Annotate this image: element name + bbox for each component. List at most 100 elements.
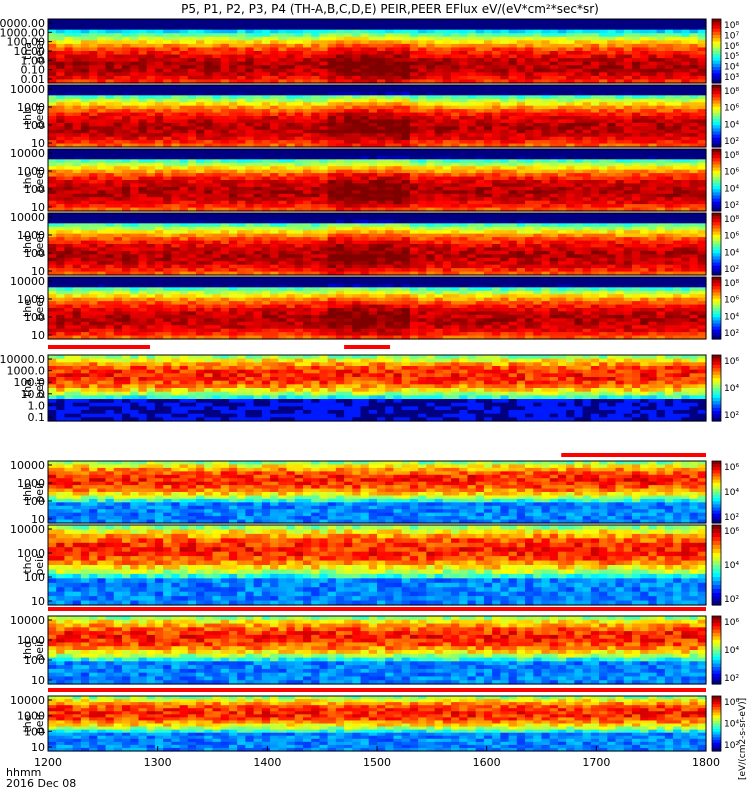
heatmap-cell: [187, 54, 197, 59]
heatmap-cell: [113, 244, 123, 249]
heatmap-cell: [648, 129, 658, 134]
heatmap-cell: [97, 19, 107, 24]
heatmap-cell: [72, 112, 82, 117]
heatmap-cell: [187, 26, 197, 31]
heatmap-cell: [426, 122, 436, 127]
heatmap-cell: [228, 47, 238, 52]
heatmap-cell: [278, 219, 288, 224]
heatmap-cell: [590, 197, 600, 202]
heatmap-cell: [697, 43, 707, 49]
heatmap-cell: [368, 109, 378, 114]
heatmap-cell: [377, 143, 386, 148]
heatmap-cell: [302, 197, 312, 202]
heatmap-cell: [656, 186, 666, 191]
heatmap-cell: [294, 162, 304, 167]
heatmap-cell: [631, 105, 641, 110]
heatmap-cell: [105, 219, 115, 224]
heatmap-cell: [163, 233, 172, 238]
heatmap-cell: [138, 91, 148, 96]
colorbar-segment: [712, 134, 721, 139]
heatmap-cell: [409, 200, 419, 205]
heatmap-cell: [566, 58, 575, 63]
heatmap-cell: [122, 85, 131, 90]
heatmap-cell: [525, 159, 534, 164]
heatmap-cell: [557, 133, 567, 138]
heatmap-cell: [664, 22, 674, 27]
heatmap-cell: [204, 61, 214, 66]
heatmap-cell: [64, 51, 74, 56]
heatmap-cell: [212, 143, 222, 148]
heatmap-cell: [360, 207, 370, 212]
heatmap-cell: [245, 219, 255, 224]
heatmap-cell: [220, 180, 230, 185]
heatmap-cell: [97, 58, 107, 63]
heatmap-cell: [146, 244, 156, 249]
heatmap-cell: [500, 152, 510, 157]
heatmap-cell: [459, 112, 469, 117]
heatmap-cell: [327, 75, 337, 81]
heatmap-cell: [220, 22, 230, 27]
heatmap-cell: [113, 91, 123, 96]
heatmap-cell: [525, 149, 534, 154]
heatmap-cell: [475, 207, 485, 212]
heatmap-cell: [56, 230, 66, 235]
heatmap-cell: [401, 79, 411, 84]
heatmap-cell: [319, 143, 329, 148]
heatmap-cell: [89, 155, 98, 160]
heatmap-cell: [492, 91, 501, 96]
heatmap-cell: [640, 136, 650, 141]
heatmap-cell: [122, 271, 131, 276]
heatmap-cell: [344, 29, 353, 34]
heatmap-cell: [566, 180, 575, 185]
heatmap-cell: [146, 268, 156, 273]
heatmap-cell: [187, 129, 197, 134]
heatmap-cell: [681, 98, 691, 103]
heatmap-cell: [467, 200, 477, 205]
heatmap-cell: [163, 105, 172, 110]
heatmap-cell: [623, 40, 633, 45]
heatmap-cell: [228, 143, 238, 148]
heatmap-cell: [599, 204, 608, 209]
heatmap-cell: [557, 119, 567, 124]
heatmap-cell: [196, 159, 205, 164]
heatmap-cell: [97, 219, 107, 224]
heatmap-cell: [228, 126, 238, 131]
heatmap-cell: [566, 143, 575, 148]
heatmap-cell: [237, 75, 246, 81]
heatmap-cell: [270, 116, 279, 121]
heatmap-cell: [245, 65, 255, 70]
heatmap-cell: [48, 122, 57, 127]
heatmap-cell: [220, 79, 230, 84]
heatmap-cell: [130, 40, 140, 45]
heatmap-cell: [426, 33, 436, 38]
heatmap-cell: [442, 33, 452, 38]
colorbar-segment: [712, 109, 721, 114]
heatmap-cell: [212, 207, 222, 212]
heatmap-cell: [492, 152, 501, 157]
heatmap-cell: [130, 68, 140, 73]
heatmap-cell: [401, 152, 411, 157]
heatmap-cell: [451, 119, 460, 124]
heatmap-cell: [599, 95, 608, 100]
heatmap-cell: [557, 143, 567, 148]
heatmap-cell: [631, 98, 641, 103]
heatmap-cell: [97, 98, 107, 103]
heatmap-cell: [344, 68, 353, 73]
heatmap-cell: [631, 29, 641, 34]
heatmap-cell: [656, 75, 666, 81]
heatmap-cell: [105, 233, 115, 238]
heatmap-cell: [483, 204, 493, 209]
heatmap-cell: [459, 61, 469, 66]
heatmap-cell: [89, 47, 98, 52]
heatmap-cell: [442, 109, 452, 114]
heatmap-cell: [319, 88, 329, 93]
heatmap-cell: [582, 159, 592, 164]
heatmap-cell: [549, 109, 559, 114]
heatmap-cell: [352, 95, 362, 100]
heatmap-cell: [335, 33, 345, 38]
heatmap-cell: [516, 140, 526, 145]
heatmap-cell: [673, 22, 682, 27]
heatmap-cell: [72, 91, 82, 96]
heatmap-cell: [525, 136, 534, 141]
heatmap-cell: [80, 109, 90, 114]
